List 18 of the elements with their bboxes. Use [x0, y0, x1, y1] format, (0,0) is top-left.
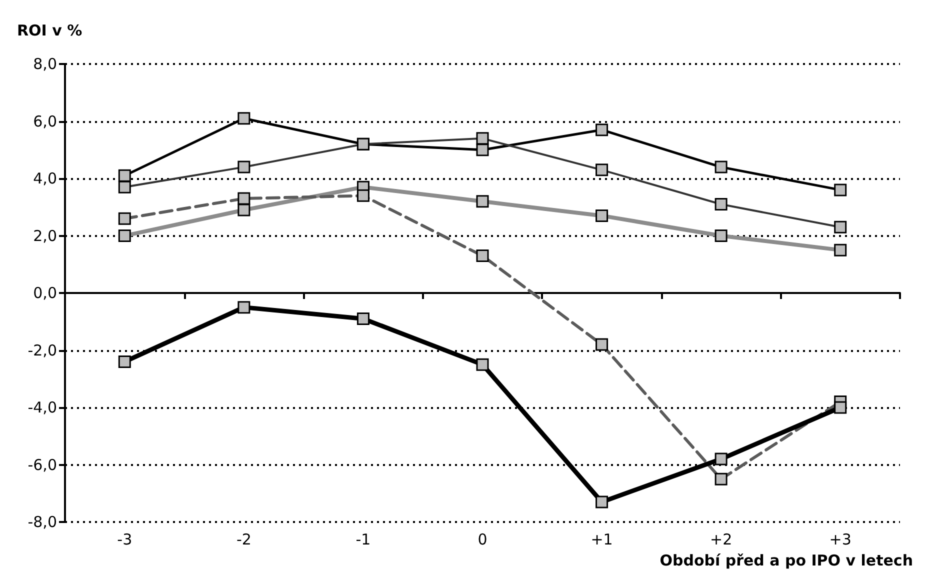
x-tick-label: -2 [236, 530, 252, 548]
y-axis-title: ROI v % [17, 22, 82, 40]
x-tick-label: -3 [117, 530, 132, 548]
y-tick-label: 2,0 [33, 226, 57, 245]
x-tick-label: +1 [590, 530, 613, 548]
text: Období před a po IPO v letech [660, 552, 914, 570]
y-tick-label: -6,0 [28, 456, 57, 474]
y-tick-label: 6,0 [33, 112, 57, 130]
x-tick-label: +2 [710, 530, 732, 548]
x-tick-label: 0 [478, 530, 488, 548]
x-tick-label: +3 [829, 530, 852, 548]
y-tick-label: -8,0 [28, 513, 57, 531]
y-tick-label: 4,0 [33, 170, 57, 188]
x-tick-label: -1 [356, 530, 371, 548]
y-tick-label: -4,0 [28, 398, 57, 416]
y-tick-label: -2,0 [28, 341, 57, 360]
y-tick-label: 8,0 [33, 55, 57, 73]
y-tick-label: 0,0 [33, 284, 57, 302]
